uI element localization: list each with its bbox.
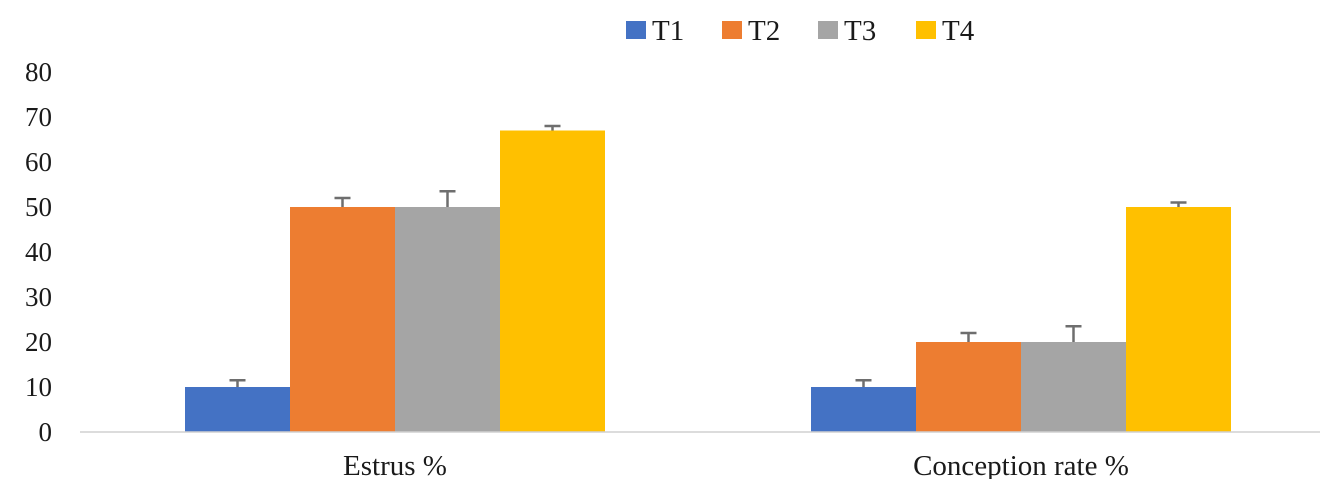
bar-t3-conception <box>1021 342 1126 432</box>
y-axis: 0 10 20 30 40 50 60 70 80 <box>25 57 52 447</box>
y-tick-label: 70 <box>25 102 52 132</box>
y-tick-label: 60 <box>25 147 52 177</box>
error-bar-t3-conception <box>1065 325 1082 342</box>
bars <box>185 130 1231 432</box>
y-tick-label: 30 <box>25 282 52 312</box>
y-tick-label: 10 <box>25 372 52 402</box>
y-tick-label: 0 <box>39 417 53 447</box>
bar-t3-estrus <box>395 207 500 432</box>
error-bar-t3-estrus <box>439 190 456 207</box>
bar-t2-conception <box>916 342 1021 432</box>
legend-item-t4: T4 <box>916 15 975 47</box>
bar-t1-conception <box>811 387 916 432</box>
legend-label: T4 <box>942 15 975 47</box>
legend-swatch <box>626 21 646 39</box>
y-tick-label: 80 <box>25 57 52 87</box>
legend: T1 T2 T3 T4 <box>626 15 975 47</box>
bar-t1-estrus <box>185 387 290 432</box>
legend-item-t1: T1 <box>626 15 684 47</box>
x-category-label: Estrus % <box>343 450 447 479</box>
legend-swatch <box>722 21 742 39</box>
y-tick-label: 40 <box>25 237 52 267</box>
legend-label: T1 <box>652 15 684 47</box>
x-category-label: Conception rate % <box>913 450 1129 479</box>
error-bar-t2-conception <box>960 331 977 342</box>
y-tick-label: 50 <box>25 192 52 222</box>
error-bar-t2-estrus <box>334 196 351 207</box>
error-bar-t1-conception <box>855 379 872 387</box>
legend-item-t2: T2 <box>722 15 780 47</box>
error-bar-t1-estrus <box>229 379 246 387</box>
error-bar-t4-estrus <box>544 124 561 131</box>
bar-t2-estrus <box>290 207 395 432</box>
legend-label: T3 <box>844 15 876 47</box>
legend-label: T2 <box>748 15 780 47</box>
x-axis: Estrus % Conception rate % <box>343 450 1129 479</box>
legend-item-t3: T3 <box>818 15 876 47</box>
error-bar-t4-conception <box>1170 201 1187 207</box>
legend-swatch <box>818 21 838 39</box>
y-tick-label: 20 <box>25 327 52 357</box>
legend-swatch <box>916 21 936 39</box>
bar-t4-conception <box>1126 207 1231 432</box>
error-bars <box>229 124 1187 387</box>
bar-t4-estrus <box>500 130 605 432</box>
